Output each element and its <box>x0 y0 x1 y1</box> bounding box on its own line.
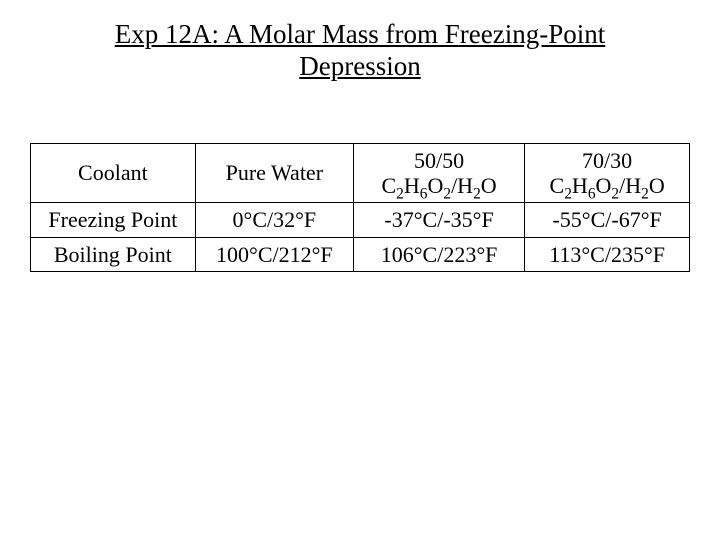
table-row: Freezing Point 0°C/32°F -37°C/-35°F -55°… <box>31 203 690 237</box>
page-title: Exp 12A: A Molar Mass from Freezing-Poin… <box>80 18 640 83</box>
header-pure-water: Pure Water <box>195 143 353 203</box>
header-5050-formula: C2H6O2/H2O <box>381 173 496 198</box>
table-container: Coolant Pure Water 50/50 C2H6O2/H2O 70/3… <box>0 143 720 272</box>
page: Exp 12A: A Molar Mass from Freezing-Poin… <box>0 0 720 540</box>
header-5050-ratio: 50/50 <box>414 148 464 173</box>
title-line-1: Exp 12A: A Molar Mass from Freezing-Poin… <box>115 19 605 49</box>
cell-boiling-5050: 106°C/223°F <box>353 237 524 271</box>
cell-freezing-7030: -55°C/-67°F <box>525 203 690 237</box>
header-7030-ratio: 70/30 <box>582 148 632 173</box>
header-7030-formula: C2H6O2/H2O <box>550 173 665 198</box>
header-5050: 50/50 C2H6O2/H2O <box>353 143 524 203</box>
cell-boiling-7030: 113°C/235°F <box>525 237 690 271</box>
table-header-row: Coolant Pure Water 50/50 C2H6O2/H2O 70/3… <box>31 143 690 203</box>
title-line-2: Depression <box>299 51 420 81</box>
cell-freezing-water: 0°C/32°F <box>195 203 353 237</box>
cell-freezing-5050: -37°C/-35°F <box>353 203 524 237</box>
coolant-table: Coolant Pure Water 50/50 C2H6O2/H2O 70/3… <box>30 143 690 272</box>
row-label-boiling: Boiling Point <box>31 237 196 271</box>
row-label-freezing: Freezing Point <box>31 203 196 237</box>
table-row: Boiling Point 100°C/212°F 106°C/223°F 11… <box>31 237 690 271</box>
cell-boiling-water: 100°C/212°F <box>195 237 353 271</box>
header-coolant: Coolant <box>31 143 196 203</box>
header-7030: 70/30 C2H6O2/H2O <box>525 143 690 203</box>
